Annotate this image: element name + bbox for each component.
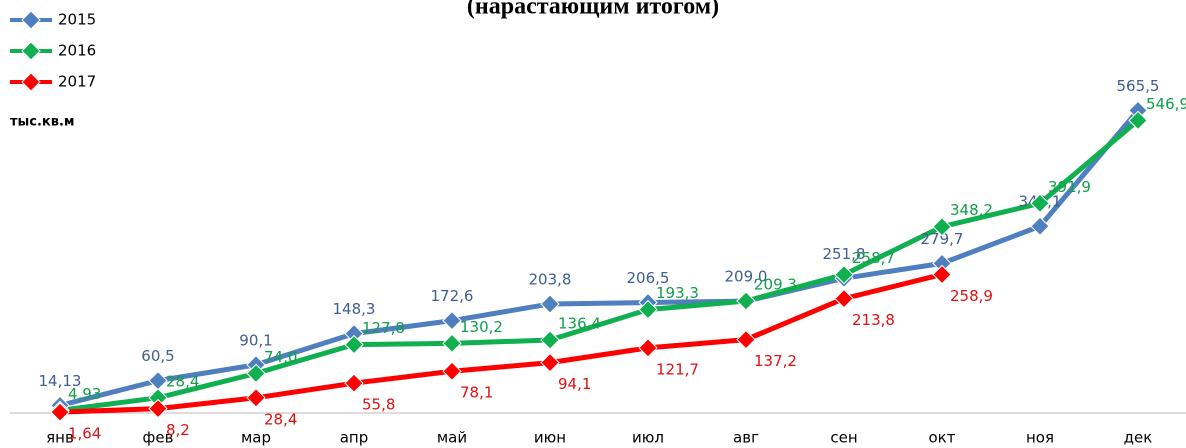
x-tick-label: дек <box>1124 429 1153 447</box>
data-label: 251,8 <box>823 245 866 263</box>
data-label: 546,9 <box>1146 95 1186 113</box>
x-tick-label: июн <box>534 429 566 447</box>
data-label: 94,1 <box>558 375 591 393</box>
data-label: 565,5 <box>1117 77 1160 95</box>
data-label: 74,0 <box>264 348 297 366</box>
marker <box>834 264 854 285</box>
data-label: 258,7 <box>852 249 895 267</box>
marker <box>344 334 364 355</box>
marker <box>50 402 70 422</box>
x-tick-label: авг <box>733 429 759 447</box>
legend-label: 2017 <box>58 73 96 91</box>
data-label: 136,4 <box>558 315 601 333</box>
marker <box>540 352 560 373</box>
marker <box>21 41 41 61</box>
marker <box>638 338 658 358</box>
data-label: 130,2 <box>460 318 503 336</box>
data-label: 172,6 <box>431 287 474 305</box>
marker <box>344 373 364 393</box>
marker <box>21 72 41 92</box>
marker <box>834 288 854 309</box>
data-label: 60,5 <box>141 347 174 365</box>
chart-title: (нарастающим итогом) <box>467 0 719 20</box>
x-tick-label: мар <box>241 429 271 447</box>
marker <box>246 363 266 384</box>
marker <box>148 398 168 419</box>
data-label: 121,7 <box>656 360 699 378</box>
series-line <box>59 108 1140 408</box>
marker <box>736 329 756 350</box>
data-label: 203,8 <box>529 270 572 288</box>
data-label: 127,8 <box>362 319 405 337</box>
data-label: 193,3 <box>656 284 699 302</box>
data-label: 14,13 <box>39 372 82 390</box>
marker <box>540 294 560 314</box>
data-label: 148,3 <box>333 300 376 318</box>
x-tick-label: янв <box>46 429 74 447</box>
unit-label: тыс.кв.м <box>10 115 75 130</box>
data-label: 55,8 <box>362 396 395 414</box>
marker <box>246 388 266 408</box>
marker <box>442 333 462 354</box>
x-tick-label: апр <box>340 429 369 447</box>
data-label: 137,2 <box>754 352 797 370</box>
data-label: 28,4 <box>166 372 199 390</box>
marker <box>540 330 560 350</box>
x-tick-label: сен <box>830 429 857 447</box>
marker <box>932 217 952 237</box>
x-tick-label: ноя <box>1026 429 1054 447</box>
data-label: 78,1 <box>460 384 493 402</box>
marker <box>932 264 952 285</box>
data-label: 4,93 <box>68 385 101 403</box>
data-label: 28,4 <box>264 410 297 428</box>
data-label: 391,9 <box>1048 178 1091 196</box>
x-tick-label: окт <box>929 429 956 447</box>
data-label: 348,2 <box>950 201 993 219</box>
x-tick-label: май <box>437 429 467 447</box>
marker <box>1030 216 1050 236</box>
series-line <box>59 118 1140 413</box>
data-label: 213,8 <box>852 311 895 329</box>
data-label: 1,64 <box>68 425 101 443</box>
data-label: 8,2 <box>166 421 190 439</box>
marker <box>1030 193 1050 214</box>
series-line <box>59 272 943 415</box>
marker <box>21 10 41 30</box>
marker <box>736 291 756 311</box>
data-label: 206,5 <box>627 269 670 287</box>
data-label: 279,7 <box>921 230 964 248</box>
marker <box>638 299 658 320</box>
legend-label: 2016 <box>58 42 96 60</box>
marker <box>148 370 168 391</box>
data-label: 209,0 <box>725 268 768 286</box>
data-label: 90,1 <box>239 331 272 349</box>
data-label: 258,9 <box>950 287 993 305</box>
marker <box>1128 110 1148 131</box>
data-label: 209,3 <box>754 276 797 294</box>
marker <box>442 361 462 381</box>
legend-label: 2015 <box>58 11 96 29</box>
marker <box>442 310 462 331</box>
x-tick-label: июл <box>632 429 664 447</box>
x-tick-label: фев <box>143 429 174 447</box>
